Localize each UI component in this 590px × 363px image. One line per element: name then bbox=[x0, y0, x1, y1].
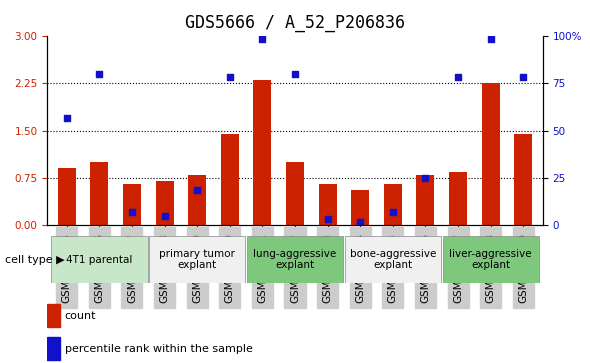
Point bbox=[453, 74, 463, 80]
Point bbox=[486, 37, 496, 42]
Text: cell type ▶: cell type ▶ bbox=[5, 254, 65, 265]
FancyBboxPatch shape bbox=[247, 236, 343, 283]
Point bbox=[225, 74, 234, 80]
Bar bbox=[514, 134, 532, 225]
Text: bone-aggressive
explant: bone-aggressive explant bbox=[350, 249, 436, 270]
Text: count: count bbox=[64, 311, 96, 321]
Point bbox=[519, 74, 528, 80]
Point bbox=[160, 213, 169, 219]
FancyBboxPatch shape bbox=[442, 236, 539, 283]
Point bbox=[323, 216, 332, 222]
Bar bbox=[351, 191, 369, 225]
Bar bbox=[58, 168, 76, 225]
Title: GDS5666 / A_52_P206836: GDS5666 / A_52_P206836 bbox=[185, 14, 405, 32]
Bar bbox=[47, 337, 60, 360]
Text: percentile rank within the sample: percentile rank within the sample bbox=[64, 344, 253, 354]
Bar bbox=[156, 181, 173, 225]
Text: primary tumor
explant: primary tumor explant bbox=[159, 249, 235, 270]
FancyBboxPatch shape bbox=[149, 236, 245, 283]
Bar bbox=[449, 172, 467, 225]
Bar bbox=[47, 304, 60, 327]
Bar bbox=[188, 175, 206, 225]
Bar bbox=[221, 134, 239, 225]
Bar bbox=[319, 184, 336, 225]
Text: liver-aggressive
explant: liver-aggressive explant bbox=[450, 249, 532, 270]
Point bbox=[192, 188, 202, 193]
Point bbox=[258, 37, 267, 42]
Point bbox=[356, 219, 365, 225]
Bar bbox=[123, 184, 141, 225]
Point bbox=[421, 175, 430, 181]
Point bbox=[290, 71, 300, 77]
Bar bbox=[417, 175, 434, 225]
Point bbox=[127, 209, 137, 215]
Point bbox=[94, 71, 104, 77]
Bar bbox=[286, 162, 304, 225]
Bar bbox=[254, 80, 271, 225]
Text: 4T1 parental: 4T1 parental bbox=[66, 254, 133, 265]
Bar bbox=[384, 184, 402, 225]
Point bbox=[388, 209, 398, 215]
Bar bbox=[90, 162, 109, 225]
FancyBboxPatch shape bbox=[345, 236, 441, 283]
Text: lung-aggressive
explant: lung-aggressive explant bbox=[253, 249, 337, 270]
Bar bbox=[481, 83, 500, 225]
FancyBboxPatch shape bbox=[51, 236, 148, 283]
Point bbox=[62, 115, 71, 121]
